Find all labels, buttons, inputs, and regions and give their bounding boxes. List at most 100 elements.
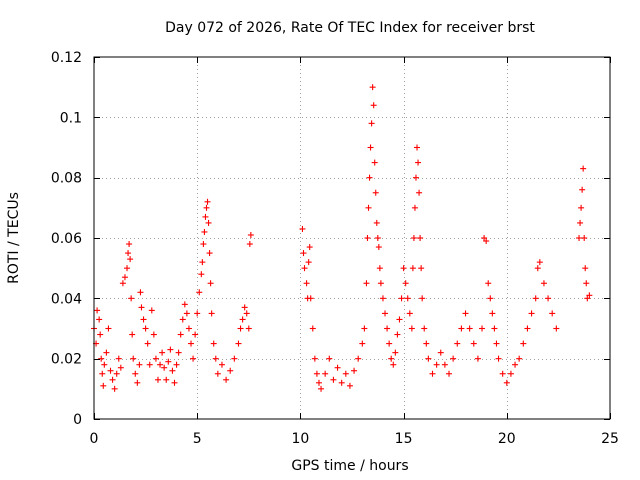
data-point: [410, 235, 417, 241]
data-point: [196, 289, 203, 296]
data-point: [223, 376, 230, 383]
data-point: [132, 370, 139, 377]
data-point: [206, 250, 213, 257]
data-point: [129, 331, 136, 338]
data-point: [105, 325, 112, 332]
data-point: [127, 256, 134, 263]
x-tick-label: 25: [601, 431, 619, 447]
data-point: [580, 165, 587, 172]
data-point: [366, 174, 373, 181]
y-tick-label: 0.12: [51, 50, 82, 66]
data-point: [577, 219, 584, 226]
data-point: [181, 301, 188, 308]
data-point: [379, 295, 386, 302]
x-tick-label: 0: [90, 431, 99, 447]
data-point: [239, 316, 246, 323]
data-point: [101, 361, 108, 368]
data-point: [382, 310, 389, 317]
data-points: [91, 84, 593, 392]
data-point: [446, 370, 453, 377]
data-point: [311, 355, 318, 362]
data-point: [205, 219, 212, 226]
data-point: [113, 370, 120, 377]
data-point: [361, 325, 368, 332]
data-point: [371, 159, 378, 166]
data-point: [373, 219, 380, 226]
data-point: [330, 376, 337, 383]
x-tick-label: 10: [291, 431, 309, 447]
data-point: [202, 213, 209, 220]
data-point: [246, 241, 253, 248]
data-point: [245, 325, 252, 332]
data-point: [487, 295, 494, 302]
data-point: [192, 331, 199, 338]
data-point: [125, 250, 132, 257]
data-point: [402, 280, 409, 287]
data-point: [121, 274, 128, 281]
data-point: [305, 259, 312, 266]
data-point: [454, 340, 461, 347]
y-tick-labels: 0 0.02 0.04 0.06 0.08 0.1 0.12: [51, 50, 82, 428]
data-point: [163, 376, 170, 383]
data-point: [466, 325, 473, 332]
data-point: [99, 370, 106, 377]
data-point: [109, 376, 116, 383]
data-point: [534, 265, 541, 272]
data-point: [94, 307, 101, 314]
data-point: [532, 295, 539, 302]
data-point: [483, 238, 490, 245]
data-point: [411, 204, 418, 211]
x-tick-labels: 0 5 10 15 20 25: [90, 431, 619, 447]
data-point: [581, 235, 588, 241]
data-point: [119, 280, 126, 287]
data-point: [351, 367, 358, 374]
data-point: [417, 235, 424, 241]
data-point: [98, 355, 105, 362]
data-point: [470, 340, 477, 347]
data-point: [159, 349, 166, 356]
data-point: [136, 361, 143, 368]
data-point: [425, 355, 432, 362]
data-point: [175, 349, 182, 356]
data-point: [342, 370, 349, 377]
data-point: [491, 325, 498, 332]
data-point: [307, 295, 314, 302]
data-point: [179, 316, 186, 323]
data-point: [142, 325, 149, 332]
data-point: [437, 349, 444, 356]
data-point: [409, 265, 416, 272]
data-point: [398, 295, 405, 302]
data-point: [322, 370, 329, 377]
data-point: [96, 316, 103, 323]
data-point: [309, 325, 316, 332]
data-point: [376, 265, 383, 272]
data-point: [578, 204, 585, 211]
data-point: [495, 355, 502, 362]
data-point: [326, 355, 333, 362]
data-point: [394, 331, 401, 338]
data-point: [375, 244, 382, 251]
y-axis-label: ROTI / TECUs: [6, 192, 22, 284]
data-point: [97, 331, 104, 338]
data-point: [363, 280, 370, 287]
data-point: [124, 265, 131, 272]
data-point: [165, 358, 172, 365]
data-point: [214, 370, 221, 377]
data-point: [200, 241, 207, 248]
data-point: [553, 325, 560, 332]
data-point: [370, 102, 377, 109]
data-point: [584, 295, 591, 302]
data-point: [489, 310, 496, 317]
data-point: [369, 84, 376, 91]
data-point: [392, 349, 399, 356]
data-point: [218, 361, 225, 368]
data-point: [235, 340, 242, 347]
x-tick-label: 5: [193, 431, 202, 447]
y-tick-label: 0.02: [51, 352, 82, 368]
data-point: [198, 271, 205, 278]
data-point: [458, 325, 465, 332]
data-point: [203, 204, 210, 211]
data-point: [315, 379, 322, 386]
data-point: [479, 325, 486, 332]
data-point: [306, 244, 313, 251]
